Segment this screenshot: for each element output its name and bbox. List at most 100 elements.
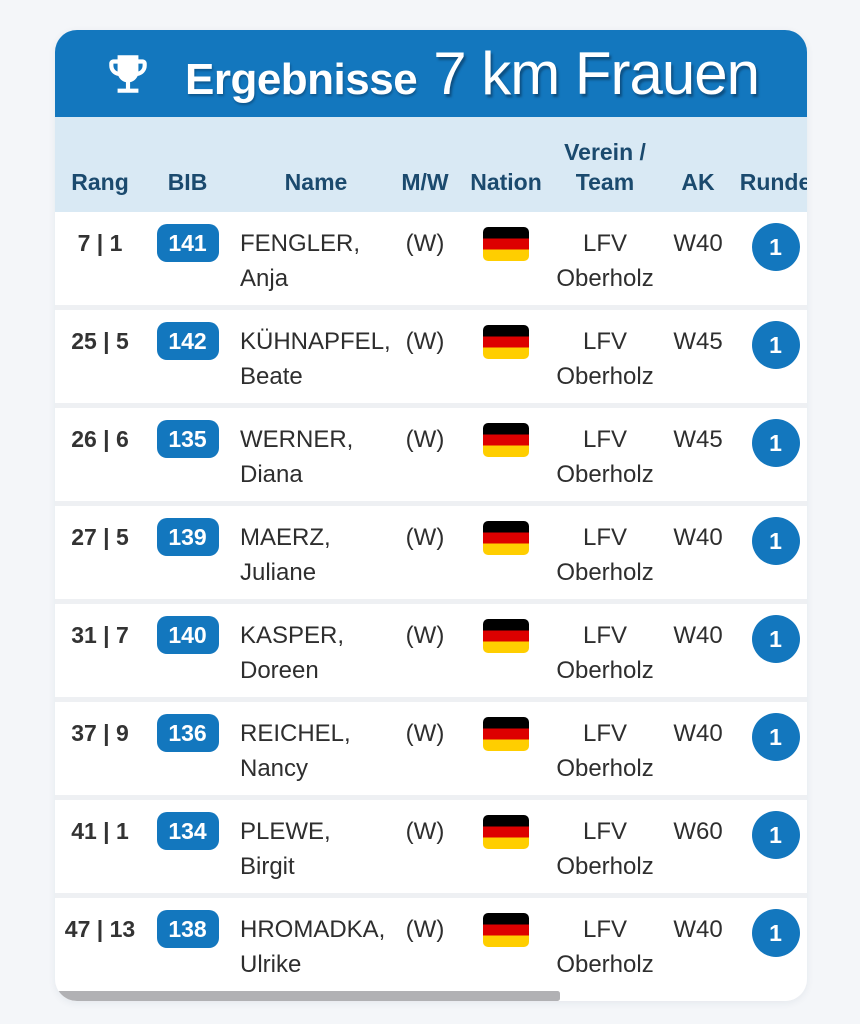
runner-lastname: WERNER,	[240, 426, 354, 453]
table-row: 26 | 6 135 WERNER, Diana (W) LFV Oberhol…	[55, 408, 807, 501]
age-class-cell: W40	[660, 506, 746, 599]
col-header-rang: Rang	[71, 169, 129, 195]
team-cell: LFV Oberholz	[556, 800, 660, 893]
germany-flag-icon	[483, 325, 529, 359]
bib-badge: 139	[156, 518, 219, 556]
results-header: Ergebnisse 7 km Frauen	[55, 30, 807, 117]
runner-lastname: PLEWE,	[240, 818, 331, 845]
name-cell: MAERZ, Juliane	[230, 506, 402, 599]
laps-badge: 1	[751, 223, 800, 271]
team-name-line2: Oberholz	[556, 657, 654, 684]
nation-cell	[454, 800, 558, 893]
name-cell: WERNER, Diana	[230, 408, 402, 501]
germany-flag-icon	[483, 619, 529, 653]
col-header-runde: Runde	[739, 169, 807, 195]
nation-cell	[454, 604, 558, 697]
bib-cell: 135	[145, 408, 230, 501]
rank-cell: 27 | 5	[55, 506, 145, 599]
age-class-cell: W60	[660, 800, 746, 893]
col-header-nation: Nation	[470, 169, 542, 195]
laps-badge: 1	[751, 909, 800, 957]
col-header-mw: M/W	[401, 169, 449, 195]
laps-badge: 1	[751, 419, 800, 467]
team-cell: LFV Oberholz	[556, 702, 660, 795]
rank-cell: 41 | 1	[55, 800, 145, 893]
gender-cell: (W)	[402, 506, 454, 599]
runner-firstname: Juliane	[240, 559, 317, 586]
gender-value: (W)	[405, 230, 445, 257]
gender-cell: (W)	[402, 800, 454, 893]
bib-cell: 139	[145, 506, 230, 599]
col-header-name: Name	[284, 169, 348, 195]
team-cell: LFV Oberholz	[556, 898, 660, 991]
laps-badge: 1	[751, 713, 800, 761]
runner-lastname: REICHEL,	[240, 720, 351, 747]
age-class-cell: W40	[660, 898, 746, 991]
bib-badge: 141	[156, 224, 219, 262]
gender-value: (W)	[405, 818, 445, 845]
bib-badge: 134	[156, 812, 219, 850]
bib-cell: 140	[145, 604, 230, 697]
team-cell: LFV Oberholz	[556, 310, 660, 403]
rank-cell: 31 | 7	[55, 604, 145, 697]
runner-lastname: KASPER,	[240, 622, 345, 649]
table-row: 7 | 1 141 FENGLER, Anja (W) LFV Oberholz…	[55, 212, 807, 305]
age-class-cell: W40	[660, 702, 746, 795]
team-cell: LFV Oberholz	[556, 212, 660, 305]
team-name-line1: LFV	[582, 916, 627, 943]
runner-lastname: FENGLER,	[240, 230, 361, 257]
team-name-line2: Oberholz	[556, 461, 654, 488]
runner-firstname: Doreen	[240, 657, 319, 684]
gender-value: (W)	[405, 916, 445, 943]
rank-cell: 47 | 13	[55, 898, 145, 991]
rank-value: 37 | 9	[71, 720, 129, 746]
runner-firstname: Birgit	[240, 853, 295, 880]
scrollbar-thumb[interactable]	[55, 991, 560, 1001]
bib-cell: 134	[145, 800, 230, 893]
team-name-line1: LFV	[582, 230, 627, 257]
team-name-line1: LFV	[582, 818, 627, 845]
gender-value: (W)	[405, 622, 445, 649]
age-class-value: W40	[673, 622, 723, 649]
age-class-value: W40	[673, 230, 723, 257]
gender-cell: (W)	[402, 604, 454, 697]
bib-cell: 136	[145, 702, 230, 795]
laps-badge: 1	[751, 811, 800, 859]
table-row: 47 | 13 138 HROMADKA, Ulrike (W) LFV Obe…	[55, 898, 807, 991]
age-class-value: W40	[673, 916, 723, 943]
age-class-value: W40	[673, 720, 723, 747]
rank-value: 41 | 1	[71, 818, 129, 844]
name-cell: PLEWE, Birgit	[230, 800, 402, 893]
age-class-value: W45	[673, 328, 723, 355]
col-header-ak: AK	[681, 169, 715, 195]
rank-value: 25 | 5	[71, 328, 129, 354]
team-name-line2: Oberholz	[556, 755, 654, 782]
runner-lastname: KÜHNAPFEL,	[240, 328, 391, 355]
gender-value: (W)	[405, 328, 445, 355]
age-class-value: W40	[673, 524, 723, 551]
bib-cell: 141	[145, 212, 230, 305]
laps-badge: 1	[751, 615, 800, 663]
horizontal-scrollbar[interactable]	[55, 991, 807, 1001]
nation-cell	[454, 898, 558, 991]
laps-cell: 1	[746, 212, 807, 305]
laps-cell: 1	[746, 604, 807, 697]
table-row: 41 | 1 134 PLEWE, Birgit (W) LFV Oberhol…	[55, 800, 807, 893]
team-name-line2: Oberholz	[556, 265, 654, 292]
team-cell: LFV Oberholz	[556, 604, 660, 697]
rank-value: 27 | 5	[71, 524, 129, 550]
gender-cell: (W)	[402, 702, 454, 795]
bib-badge: 140	[156, 616, 219, 654]
bib-cell: 142	[145, 310, 230, 403]
runner-firstname: Anja	[240, 265, 289, 292]
laps-cell: 1	[746, 506, 807, 599]
runner-firstname: Ulrike	[240, 951, 302, 978]
rank-value: 47 | 13	[64, 916, 136, 942]
bib-cell: 138	[145, 898, 230, 991]
laps-cell: 1	[746, 898, 807, 991]
table-row: 27 | 5 139 MAERZ, Juliane (W) LFV Oberho…	[55, 506, 807, 599]
gender-value: (W)	[405, 426, 445, 453]
rank-value: 31 | 7	[71, 622, 129, 648]
age-class-cell: W40	[660, 604, 746, 697]
team-name-line1: LFV	[582, 720, 627, 747]
